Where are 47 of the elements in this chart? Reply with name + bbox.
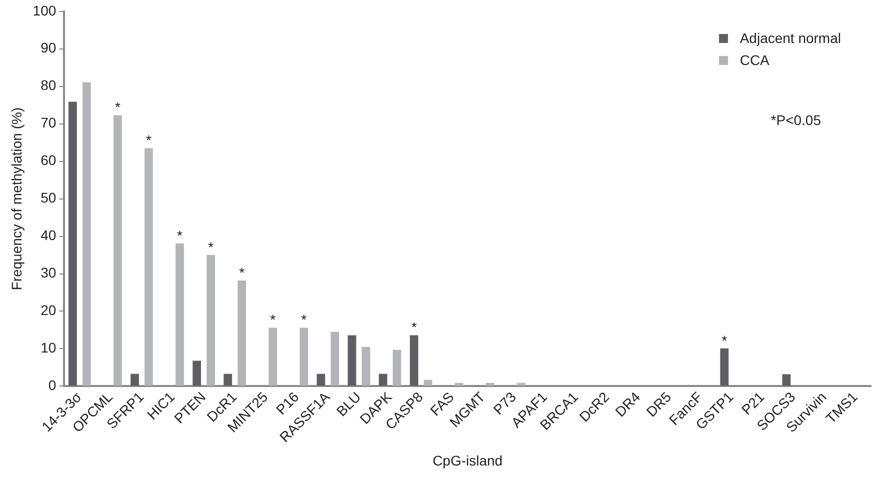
bar [130, 374, 139, 386]
bar [362, 346, 370, 386]
annotation: *P<0.05 [770, 112, 821, 128]
bar [720, 348, 729, 386]
annotation: * [146, 132, 152, 148]
y-tick-label: 90 [40, 40, 56, 56]
x-tick-label: P73 [490, 388, 520, 418]
bar [176, 243, 184, 386]
annotation: * [208, 239, 214, 256]
legend-label: Adjacent normal [740, 30, 841, 46]
bar [224, 374, 232, 386]
bar [144, 148, 153, 386]
annotation: * [301, 312, 308, 328]
annotation: * [114, 99, 121, 116]
bar [378, 374, 388, 386]
annotation: * [239, 264, 246, 281]
bar [238, 280, 246, 386]
y-tick-label: 30 [40, 264, 56, 281]
y-tick-label: 0 [48, 377, 56, 394]
bar [206, 255, 215, 386]
bar [300, 328, 308, 386]
bar [410, 335, 418, 386]
annotation: * [411, 319, 418, 336]
bar [316, 374, 326, 386]
legend-label: CCA [740, 52, 770, 68]
y-tick-label: 10 [40, 340, 56, 356]
bar [268, 328, 278, 386]
y-tick-label: 70 [40, 114, 56, 131]
bar [114, 115, 122, 386]
bar [330, 332, 340, 386]
y-axis-title: Frequency of methylation (%) [8, 107, 24, 290]
y-tick-label: 60 [40, 152, 56, 168]
y-tick-label: 50 [40, 190, 56, 206]
annotation: * [722, 332, 728, 348]
annotation: * [270, 312, 276, 328]
bar [68, 102, 77, 386]
y-tick-label: 40 [40, 227, 56, 244]
bar [782, 374, 791, 386]
bar [392, 350, 402, 386]
y-tick-label: 20 [40, 302, 56, 318]
bar [348, 335, 356, 386]
bar [192, 360, 202, 386]
y-tick-label: 80 [40, 77, 56, 94]
bar [82, 82, 91, 386]
annotation: * [177, 227, 184, 244]
y-tick-label: 100 [32, 2, 56, 18]
x-axis-title: CpG-island [432, 452, 503, 468]
